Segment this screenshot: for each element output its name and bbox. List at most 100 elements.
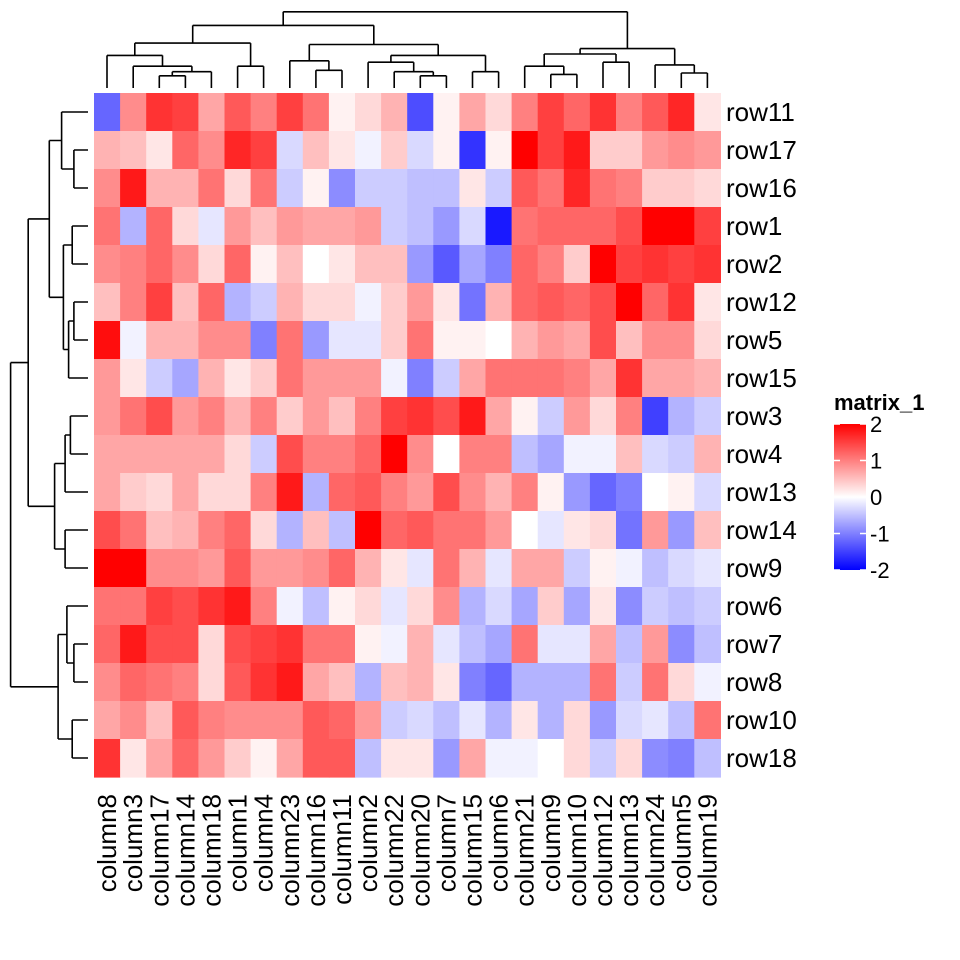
heatmap-cell — [537, 397, 565, 436]
heatmap-cell — [302, 587, 330, 626]
heatmap-cell — [250, 169, 278, 208]
heatmap-cell — [94, 397, 121, 436]
heatmap-cell — [485, 625, 513, 664]
heatmap-cell — [302, 549, 330, 588]
heatmap-cell — [224, 397, 252, 436]
heatmap-cell — [94, 739, 121, 778]
heatmap-cell — [276, 93, 304, 132]
heatmap-cell — [668, 663, 695, 702]
heatmap-cell — [355, 549, 382, 588]
heatmap-cell — [172, 663, 199, 702]
column-label: column22 — [379, 794, 409, 907]
heatmap-cell — [589, 359, 617, 398]
heatmap-cell — [694, 739, 721, 778]
heatmap-cell — [616, 131, 643, 170]
heatmap-cell — [433, 625, 460, 664]
heatmap-cell — [537, 587, 565, 626]
heatmap-cell — [459, 359, 487, 398]
row-label: row1 — [726, 211, 782, 241]
heatmap-cell — [407, 739, 434, 778]
heatmap-cell — [694, 207, 721, 246]
heatmap-cell — [198, 207, 226, 246]
color-legend: matrix_1 2 1 0 -1 -2 — [834, 390, 925, 583]
heatmap-cell — [250, 549, 278, 588]
heatmap-cell — [120, 739, 147, 778]
heatmap-cell — [172, 321, 199, 360]
heatmap-cell — [668, 549, 695, 588]
heatmap-cell — [146, 245, 173, 284]
heatmap-cell — [589, 663, 617, 702]
heatmap-cell — [589, 93, 617, 132]
heatmap-cell — [381, 321, 408, 360]
legend-tick-label: 0 — [870, 485, 882, 510]
heatmap-cell — [694, 587, 721, 626]
heatmap-cell — [146, 625, 173, 664]
heatmap-cell — [94, 321, 121, 360]
heatmap-cell — [120, 169, 147, 208]
heatmap-cell — [302, 283, 330, 322]
heatmap-cell — [302, 511, 330, 550]
heatmap-cell — [146, 321, 173, 360]
heatmap-cell — [302, 739, 330, 778]
heatmap-cell — [355, 511, 382, 550]
heatmap-cell — [433, 587, 460, 626]
heatmap-cell — [511, 321, 539, 360]
heatmap-cell — [120, 663, 147, 702]
heatmap-cell — [668, 587, 695, 626]
heatmap-cell — [120, 625, 147, 664]
heatmap-cell — [172, 397, 199, 436]
heatmap-cell — [224, 435, 252, 474]
heatmap-cell — [250, 245, 278, 284]
heatmap-cell — [381, 93, 408, 132]
heatmap-cell — [407, 93, 434, 132]
legend-tick-label: 1 — [870, 449, 882, 474]
column-label: column15 — [458, 794, 488, 907]
heatmap-cell — [485, 701, 513, 740]
heatmap-cell — [198, 93, 226, 132]
heatmap-cell — [616, 283, 643, 322]
heatmap-cell — [616, 169, 643, 208]
heatmap-cell — [433, 207, 460, 246]
heatmap-cell — [94, 625, 121, 664]
heatmap-cell — [511, 93, 539, 132]
heatmap-cell — [537, 511, 565, 550]
heatmap-cell — [694, 625, 721, 664]
heatmap-cell — [407, 549, 434, 588]
heatmap-cell — [642, 397, 669, 436]
heatmap-cell — [563, 207, 591, 246]
heatmap-cell — [381, 549, 408, 588]
heatmap-cell — [250, 739, 278, 778]
heatmap-cell — [302, 131, 330, 170]
heatmap-cell — [172, 739, 199, 778]
heatmap-cell — [120, 473, 147, 512]
heatmap-cell — [433, 321, 460, 360]
heatmap-cell — [642, 663, 669, 702]
heatmap-cell — [485, 663, 513, 702]
heatmap-cell — [694, 169, 721, 208]
heatmap-cell — [355, 701, 382, 740]
heatmap-cell — [668, 511, 695, 550]
heatmap-cell — [276, 625, 304, 664]
heatmap-cell — [589, 169, 617, 208]
heatmap-cell — [172, 549, 199, 588]
heatmap-cell — [146, 587, 173, 626]
heatmap-cell — [433, 473, 460, 512]
heatmap-cell — [355, 245, 382, 284]
heatmap-cell — [146, 169, 173, 208]
heatmap-cell — [381, 701, 408, 740]
heatmap-cell — [459, 511, 487, 550]
heatmap-cell — [198, 663, 226, 702]
heatmap-cell — [407, 131, 434, 170]
heatmap-cell — [120, 587, 147, 626]
heatmap-cell — [120, 283, 147, 322]
heatmap-cell — [511, 207, 539, 246]
heatmap-cell — [328, 321, 356, 360]
heatmap-cell — [537, 131, 565, 170]
heatmap-cell — [120, 245, 147, 284]
heatmap-cell — [407, 283, 434, 322]
heatmap-cell — [511, 169, 539, 208]
heatmap-cell — [355, 283, 382, 322]
legend-tick-label: -2 — [870, 558, 890, 583]
column-label: column21 — [510, 794, 540, 907]
heatmap-cell — [250, 397, 278, 436]
